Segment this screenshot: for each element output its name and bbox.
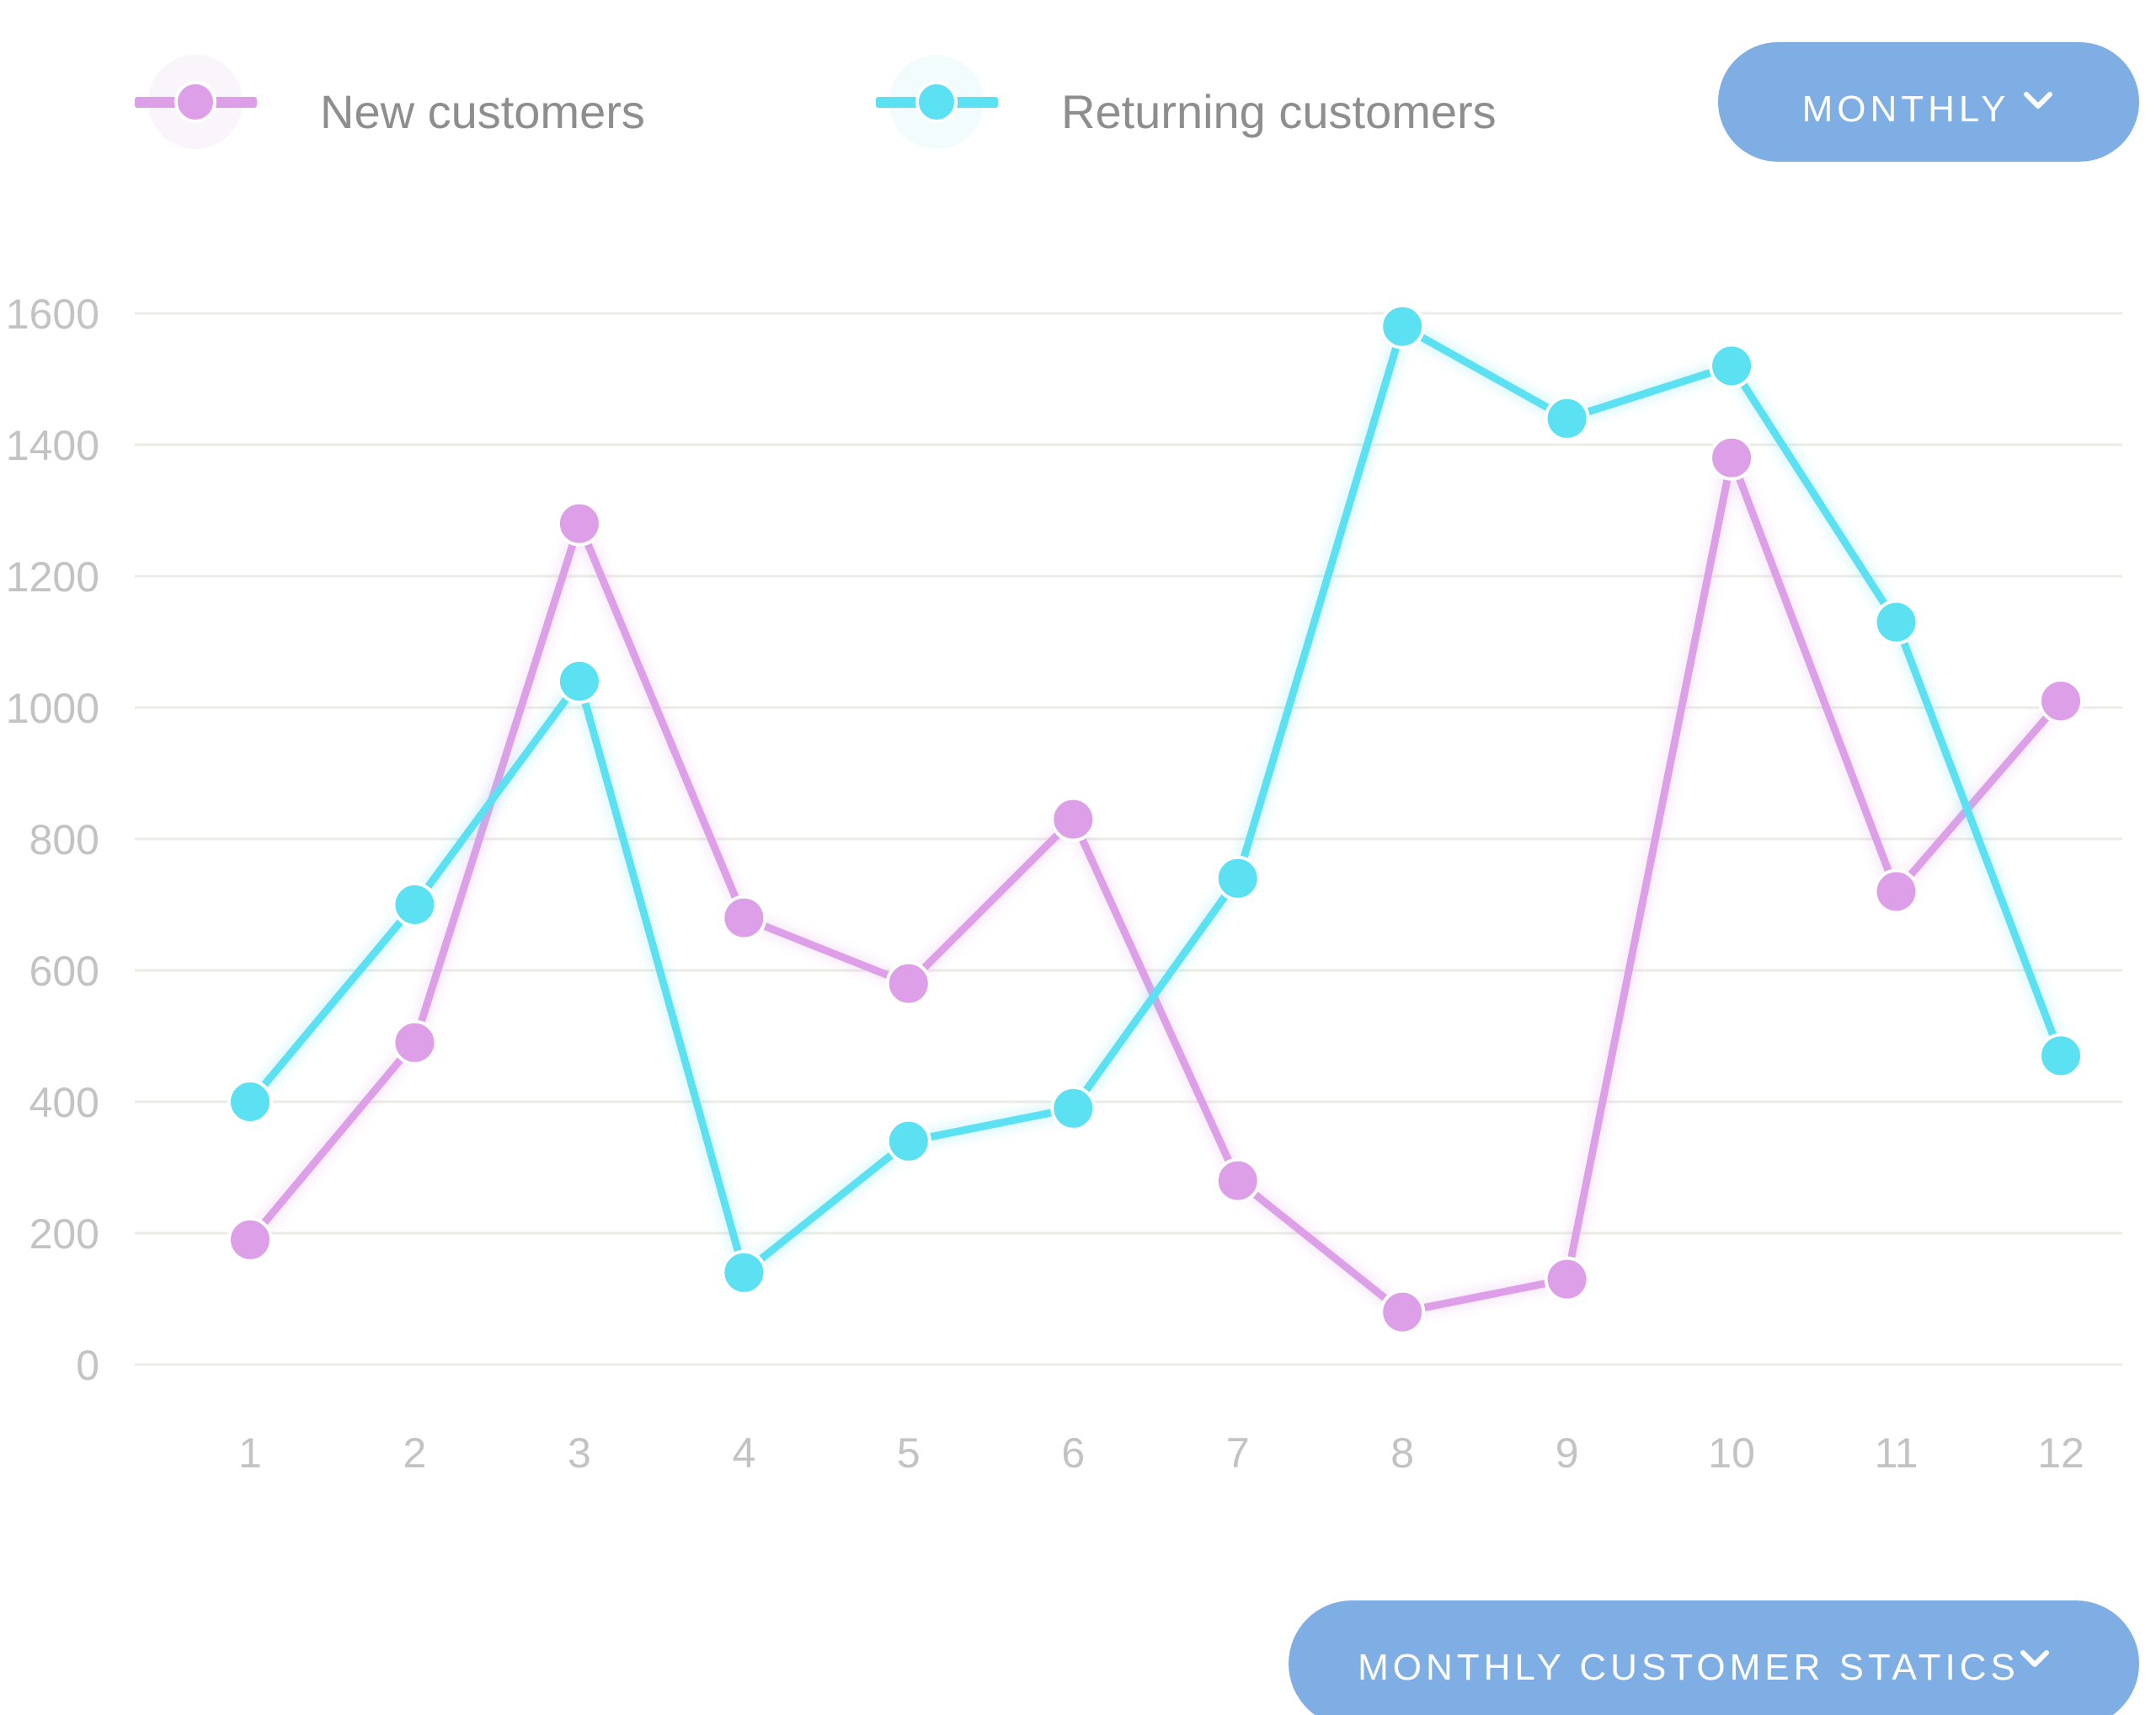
data-point[interactable] (227, 1216, 273, 1263)
series (227, 303, 2084, 1335)
series-returning-customers (227, 303, 2084, 1296)
data-point[interactable] (721, 895, 767, 941)
chevron-down-icon (2020, 1650, 2049, 1667)
x-tick-label: 5 (897, 1429, 921, 1477)
data-point[interactable] (1050, 1085, 1097, 1131)
y-tick-label: 1000 (6, 685, 99, 732)
y-tick-label: 0 (76, 1342, 99, 1389)
data-point[interactable] (1544, 1256, 1590, 1302)
data-point[interactable] (1380, 303, 1426, 350)
data-point[interactable] (1214, 1157, 1261, 1204)
chevron-down-icon (2024, 92, 2052, 109)
y-tick-label: 1200 (6, 553, 99, 601)
legend-marker-returning (915, 81, 958, 123)
monthly-customer-statics-button-bg[interactable] (1289, 1600, 2139, 1715)
data-point[interactable] (1873, 868, 1919, 915)
data-point[interactable] (556, 500, 602, 547)
monthly-filter-button-bg[interactable] (1718, 42, 2139, 162)
x-tick-label: 9 (1556, 1429, 1579, 1477)
data-point[interactable] (1380, 1289, 1426, 1335)
monthly-filter-button[interactable]: MONTHLY (1718, 42, 2139, 162)
y-tick-label: 1600 (6, 291, 99, 338)
grid (135, 312, 2122, 1366)
x-tick-label: 3 (568, 1429, 591, 1477)
x-tick-label: 1 (238, 1429, 262, 1477)
x-tick-label: 7 (1226, 1429, 1250, 1477)
data-point[interactable] (1709, 435, 1755, 481)
x-axis-ticks: 1 2 3 4 5 6 7 8 9 10 11 12 (238, 1429, 2084, 1477)
data-point[interactable] (1709, 343, 1755, 389)
series-line (246, 454, 2065, 1317)
data-point[interactable] (1544, 395, 1590, 441)
data-point[interactable] (1873, 599, 1919, 645)
x-tick-label: 10 (1708, 1429, 1755, 1477)
legend-item-returning-customers[interactable]: Returning customers (876, 55, 1497, 149)
series-glow (243, 451, 2068, 1319)
x-tick-label: 2 (403, 1429, 427, 1477)
data-point[interactable] (2038, 678, 2084, 724)
legend-label-new-customers: New customers (320, 85, 645, 138)
x-tick-label: 8 (1390, 1429, 1414, 1477)
data-point[interactable] (556, 658, 602, 704)
monthly-customer-statics-button[interactable]: MONTHLY CUSTOMER STATICS (1289, 1600, 2139, 1715)
monthly-customer-statics-label: MONTHLY CUSTOMER STATICS (1358, 1647, 2020, 1688)
data-point[interactable] (227, 1079, 273, 1125)
y-tick-label: 1400 (6, 422, 99, 469)
legend-label-returning-customers: Returning customers (1061, 85, 1497, 138)
series-glow (243, 319, 2068, 1280)
y-tick-label: 600 (29, 948, 99, 995)
y-tick-label: 400 (29, 1079, 99, 1126)
x-tick-label: 4 (732, 1429, 755, 1477)
series-new-customers (227, 435, 2084, 1335)
y-axis-ticks: 0 200 400 600 800 1000 1200 1400 1600 (6, 291, 99, 1389)
data-point[interactable] (2038, 1033, 2084, 1079)
monthly-filter-label: MONTHLY (1802, 88, 2010, 130)
series-line (246, 323, 2065, 1277)
data-point[interactable] (392, 882, 438, 927)
data-point[interactable] (1050, 796, 1097, 842)
legend-marker-new (174, 81, 216, 123)
data-point[interactable] (885, 1118, 931, 1164)
data-point[interactable] (721, 1249, 767, 1296)
legend: New customers Returning customers (135, 55, 1497, 149)
data-point[interactable] (392, 1019, 438, 1066)
data-point[interactable] (885, 960, 931, 1007)
y-tick-label: 800 (29, 816, 99, 863)
data-point[interactable] (1214, 855, 1261, 901)
x-tick-label: 6 (1061, 1429, 1085, 1477)
x-tick-label: 12 (2037, 1429, 2084, 1477)
y-tick-label: 200 (29, 1210, 99, 1258)
legend-item-new-customers[interactable]: New customers (135, 55, 645, 149)
x-tick-label: 11 (1875, 1429, 1919, 1477)
